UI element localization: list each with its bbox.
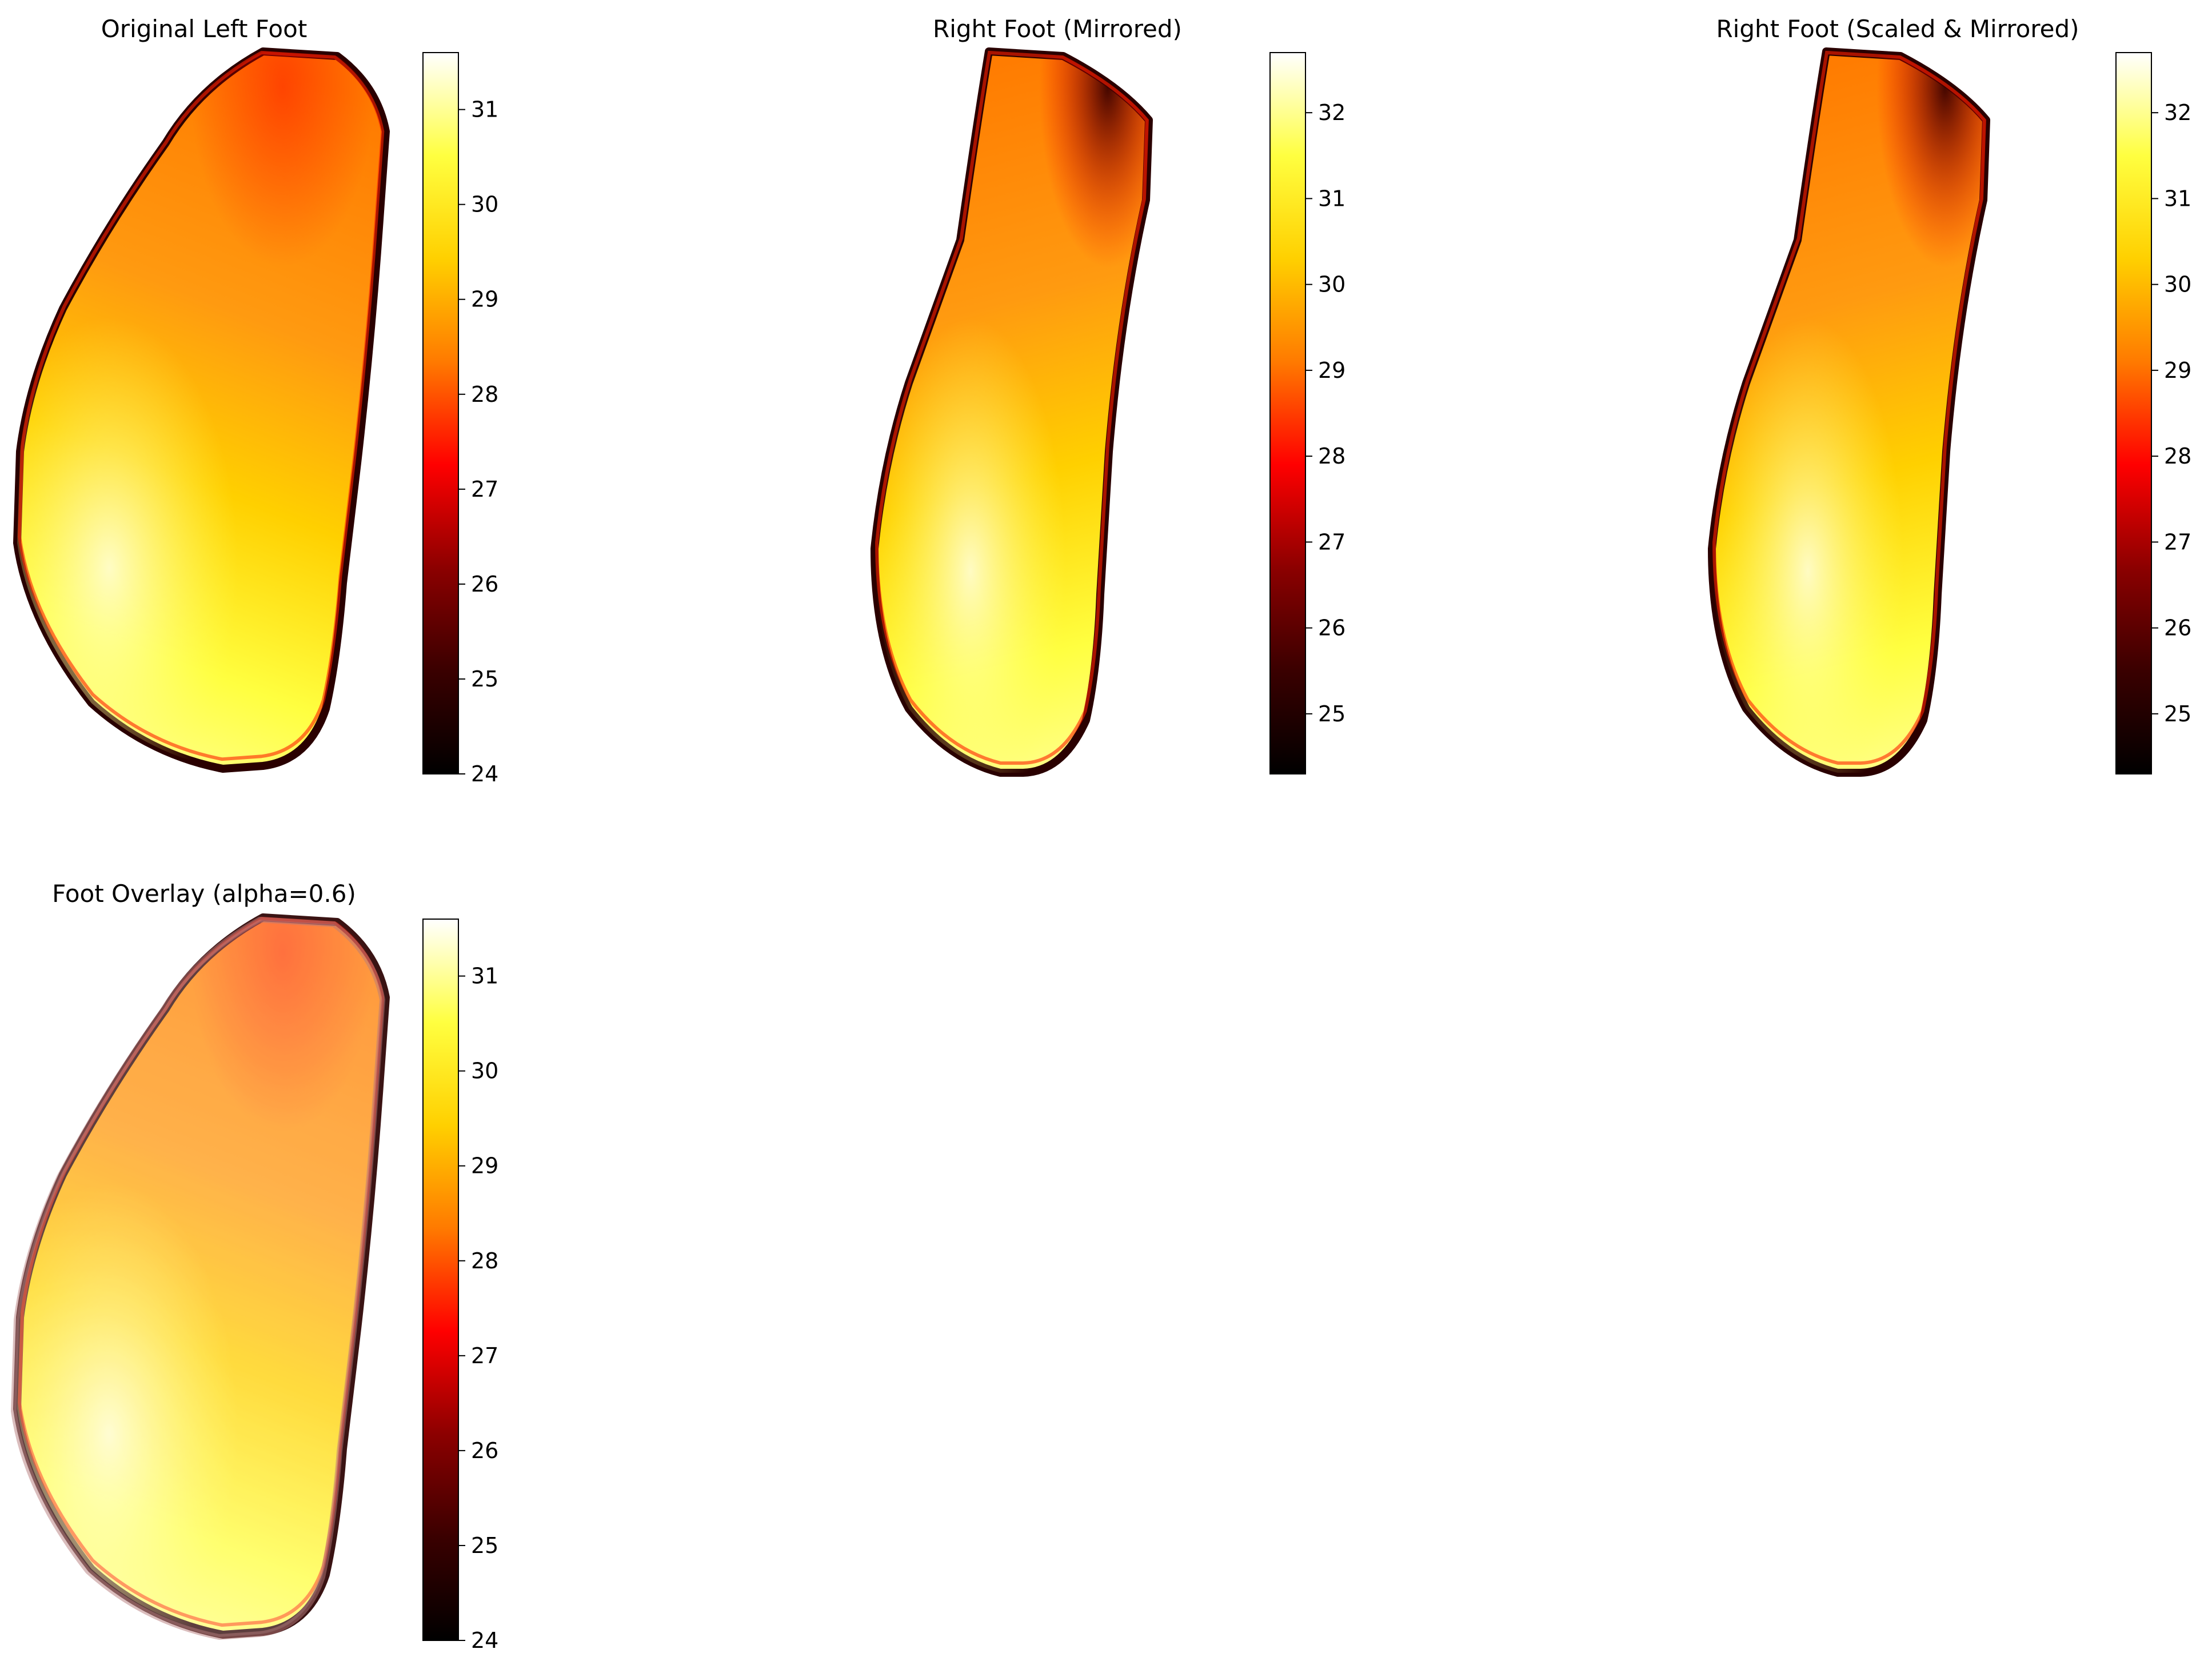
colorbar-tick-label: 24	[471, 1628, 498, 1653]
colorbar-tick-label: 29	[1318, 358, 1345, 383]
colorbar-gradient	[422, 919, 459, 1641]
colorbar-gradient	[2115, 52, 2152, 774]
colorbar-tick-label: 29	[471, 287, 498, 312]
colorbar-tick-label: 29	[471, 1153, 498, 1179]
colorbar-tick-label: 27	[471, 1343, 498, 1368]
panel-title: Foot Overlay (alpha=0.6)	[52, 880, 356, 908]
foot-rim	[18, 916, 385, 1627]
foot-rim	[875, 50, 1149, 765]
colorbar: 24 25 26 27 28 29 30 31	[422, 52, 498, 786]
foot-heatmap	[1708, 47, 1990, 777]
colorbar-tick-label: 30	[1318, 272, 1345, 297]
panel-foot-overlay: Foot Overlay (alpha=0.6) 24 25 26 27 28 29 30 3…	[10, 880, 498, 1653]
overlay-layer	[10, 916, 386, 1640]
panel-title: Original Left Foot	[101, 15, 308, 43]
colorbar-tick-label: 27	[1318, 529, 1345, 554]
colorbar-tick-label: 25	[2164, 701, 2191, 726]
colorbar-tick-label: 26	[471, 1438, 498, 1463]
colorbar-gradient	[422, 52, 459, 774]
colorbar-tick-label: 31	[471, 964, 498, 989]
colorbar-tick-label: 25	[1318, 701, 1345, 726]
colorbar-tick-label: 26	[2164, 616, 2191, 641]
colorbar-tick-label: 26	[1318, 616, 1345, 641]
colorbar-gradient	[1269, 52, 1306, 774]
foot-heatmap	[10, 913, 390, 1640]
colorbar-tick-label: 28	[471, 1248, 498, 1273]
colorbar-tick-label: 29	[2164, 358, 2191, 383]
panel-title: Right Foot (Mirrored)	[933, 15, 1182, 43]
colorbar: 24 25 26 27 28 29 30 31	[422, 919, 498, 1653]
colorbar-tick-label: 27	[471, 477, 498, 502]
foot-heatmap	[13, 47, 390, 773]
colorbar-tick-label: 26	[471, 572, 498, 597]
colorbar-tick-label: 30	[471, 192, 498, 217]
colorbar-tick-label: 31	[1318, 186, 1345, 211]
colorbar-tick-label: 31	[2164, 186, 2191, 211]
colorbar: 25 26 27 28 29 30 31 32	[1269, 52, 1345, 774]
colorbar-tick-label: 32	[1318, 100, 1345, 125]
heel-warm-region	[1712, 51, 1986, 773]
colorbar-tick-label: 27	[2164, 529, 2191, 554]
panel-title: Right Foot (Scaled & Mirrored)	[1716, 15, 2079, 43]
foot-rim	[1712, 50, 1986, 765]
panel-original-left-foot: Original Left Foot 24 25 26 27 28 29 30 31	[13, 15, 498, 786]
colorbar-tick-label: 32	[2164, 100, 2191, 125]
colorbar-tick-label: 25	[471, 666, 498, 692]
colorbar-tick-label: 28	[2164, 444, 2191, 469]
foot-rim	[18, 50, 385, 761]
colorbar-tick-label: 30	[471, 1059, 498, 1084]
colorbar-tick-label: 28	[1318, 444, 1345, 469]
colorbar-tick-label: 31	[471, 97, 498, 122]
foot-heatmap	[871, 47, 1153, 777]
colorbar-tick-label: 28	[471, 382, 498, 407]
panel-right-foot-scaled-mirrored: Right Foot (Scaled & Mirrored) 252627282…	[1708, 15, 2191, 777]
heel-warm-region	[875, 51, 1149, 773]
colorbar-tick-label: 25	[471, 1533, 498, 1558]
colorbar-tick-label: 30	[2164, 272, 2191, 297]
colorbar: 25 26 27 28 29 30 31 32	[2115, 52, 2191, 774]
panel-right-foot-mirrored: Right Foot (Mirrored) 25 26 27 28 29 30 31 32	[871, 15, 1345, 777]
colorbar-tick-label: 24	[471, 761, 498, 786]
